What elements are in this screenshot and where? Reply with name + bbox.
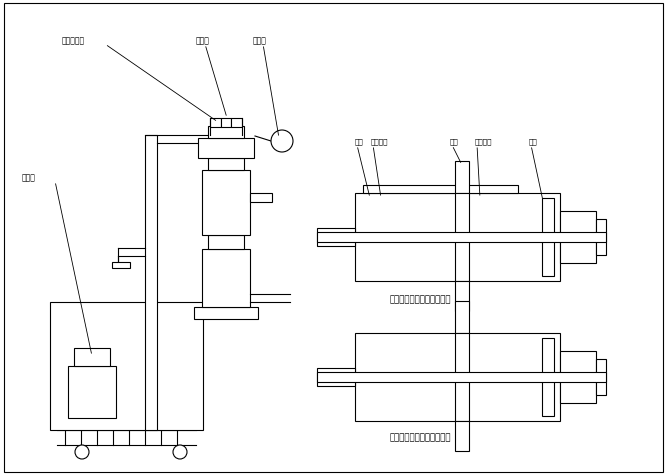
Bar [145, 136, 157, 430]
Bar [221, 119, 231, 128]
Bar [50, 302, 203, 430]
Circle shape [271, 131, 293, 153]
Bar [363, 186, 518, 194]
Circle shape [75, 445, 89, 459]
Bar [410, 338, 438, 416]
Text: 脉冲阀: 脉冲阀 [196, 36, 210, 45]
Bar [455, 281, 469, 311]
Text: 反吹器: 反吹器 [253, 36, 267, 45]
Bar [560, 351, 596, 403]
Bar [355, 194, 560, 281]
Text: 阀片: 阀片 [355, 138, 364, 145]
Bar [455, 301, 469, 333]
Text: 橡皮垫圈: 橡皮垫圈 [371, 138, 388, 145]
Bar [363, 338, 385, 416]
Bar [317, 228, 355, 247]
Text: 导航柱台: 导航柱台 [475, 138, 492, 145]
Bar [317, 372, 606, 382]
Bar [363, 198, 391, 277]
Bar [208, 159, 244, 170]
Bar [202, 249, 250, 307]
Bar [208, 127, 244, 139]
Text: 气站三通阀: 气站三通阀 [62, 36, 85, 45]
Bar [455, 333, 469, 421]
Text: 气缸: 气缸 [529, 138, 538, 145]
Text: 真空泵: 真空泵 [22, 173, 36, 182]
Circle shape [173, 445, 187, 459]
Text: 上料时气动三通阀阀片位置: 上料时气动三通阀阀片位置 [390, 294, 452, 303]
Bar [317, 232, 606, 242]
Bar [317, 368, 355, 386]
Bar [112, 262, 130, 268]
Bar [542, 198, 554, 277]
Bar [455, 194, 469, 281]
Bar [560, 211, 596, 263]
Bar [210, 119, 221, 128]
Bar [231, 119, 242, 128]
Text: 放料时气动三通阀阀片位置: 放料时气动三通阀阀片位置 [390, 432, 452, 441]
Bar [455, 421, 469, 451]
Bar [355, 333, 560, 421]
Bar [455, 162, 469, 194]
Bar [68, 366, 116, 418]
Bar [194, 307, 258, 319]
Bar [74, 348, 110, 366]
Bar [202, 170, 250, 236]
Bar [542, 338, 554, 416]
Text: 阀片: 阀片 [450, 138, 459, 145]
Bar [596, 219, 606, 256]
Bar [198, 139, 254, 159]
Bar [473, 198, 501, 277]
Bar [596, 359, 606, 395]
Bar [208, 236, 244, 249]
Bar [250, 194, 272, 203]
